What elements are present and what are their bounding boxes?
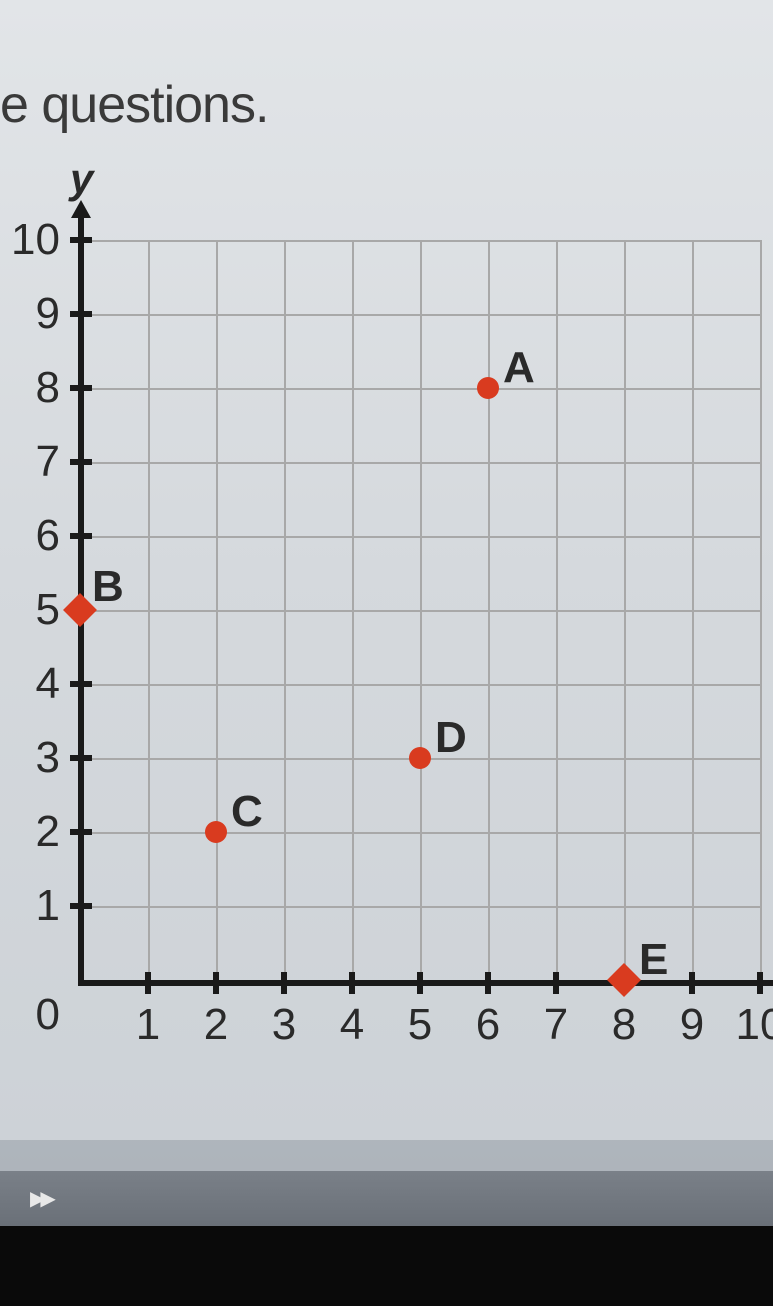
grid-line-horizontal [80, 536, 760, 538]
y-tick [70, 755, 92, 761]
y-tick-label: 5 [0, 585, 60, 635]
y-tick-label: 2 [0, 807, 60, 857]
origin-label: 0 [0, 990, 60, 1040]
grid-line-vertical [760, 240, 762, 980]
x-tick-label: 1 [118, 1000, 178, 1050]
bottom-black-bar [0, 1226, 773, 1306]
x-tick [145, 972, 151, 994]
x-tick-label: 2 [186, 1000, 246, 1050]
x-tick [281, 972, 287, 994]
grid-area [80, 240, 760, 980]
y-tick [70, 533, 92, 539]
y-tick [70, 903, 92, 909]
grid-line-horizontal [80, 314, 760, 316]
x-tick-label: 6 [458, 1000, 518, 1050]
grid-line-horizontal [80, 610, 760, 612]
grid-line-horizontal [80, 388, 760, 390]
y-tick-label: 7 [0, 437, 60, 487]
y-axis-arrow-icon [71, 200, 91, 218]
grid-line-horizontal [80, 684, 760, 686]
x-tick-label: 3 [254, 1000, 314, 1050]
y-tick-label: 9 [0, 289, 60, 339]
x-tick [213, 972, 219, 994]
x-tick [553, 972, 559, 994]
x-tick [417, 972, 423, 994]
y-tick-label: 10 [0, 215, 60, 265]
data-point-c [205, 821, 227, 843]
x-tick [485, 972, 491, 994]
point-label-b: B [92, 562, 124, 612]
bottom-bar [0, 1171, 773, 1226]
x-tick [689, 972, 695, 994]
y-tick [70, 681, 92, 687]
y-tick [70, 237, 92, 243]
content-area: e questions. y 12345678910123456789100 A… [0, 0, 773, 1140]
x-tick-label: 8 [594, 1000, 654, 1050]
x-tick-label: 4 [322, 1000, 382, 1050]
grid-line-horizontal [80, 240, 760, 242]
y-tick [70, 459, 92, 465]
forward-icon: ▶▶ [30, 1186, 51, 1211]
y-tick-label: 4 [0, 659, 60, 709]
grid-line-horizontal [80, 906, 760, 908]
grid-line-horizontal [80, 832, 760, 834]
point-label-a: A [503, 343, 535, 393]
y-tick [70, 311, 92, 317]
x-tick-label: 5 [390, 1000, 450, 1050]
y-tick-label: 3 [0, 733, 60, 783]
x-tick [757, 972, 763, 994]
y-tick [70, 385, 92, 391]
data-point-a [477, 377, 499, 399]
page-title: e questions. [0, 75, 268, 135]
x-tick-label: 9 [662, 1000, 722, 1050]
x-tick-label: 7 [526, 1000, 586, 1050]
point-label-e: E [639, 935, 668, 985]
y-tick-label: 8 [0, 363, 60, 413]
x-tick [349, 972, 355, 994]
point-label-d: D [435, 713, 467, 763]
x-tick-label: 10 [730, 1000, 773, 1050]
grid-line-horizontal [80, 462, 760, 464]
scatter-chart: 12345678910123456789100 ABCDE [0, 200, 773, 1050]
y-tick-label: 1 [0, 881, 60, 931]
point-label-c: C [231, 787, 263, 837]
y-tick [70, 829, 92, 835]
data-point-d [409, 747, 431, 769]
x-axis-line [78, 980, 773, 986]
y-tick-label: 6 [0, 511, 60, 561]
y-axis-label: y [70, 155, 93, 203]
